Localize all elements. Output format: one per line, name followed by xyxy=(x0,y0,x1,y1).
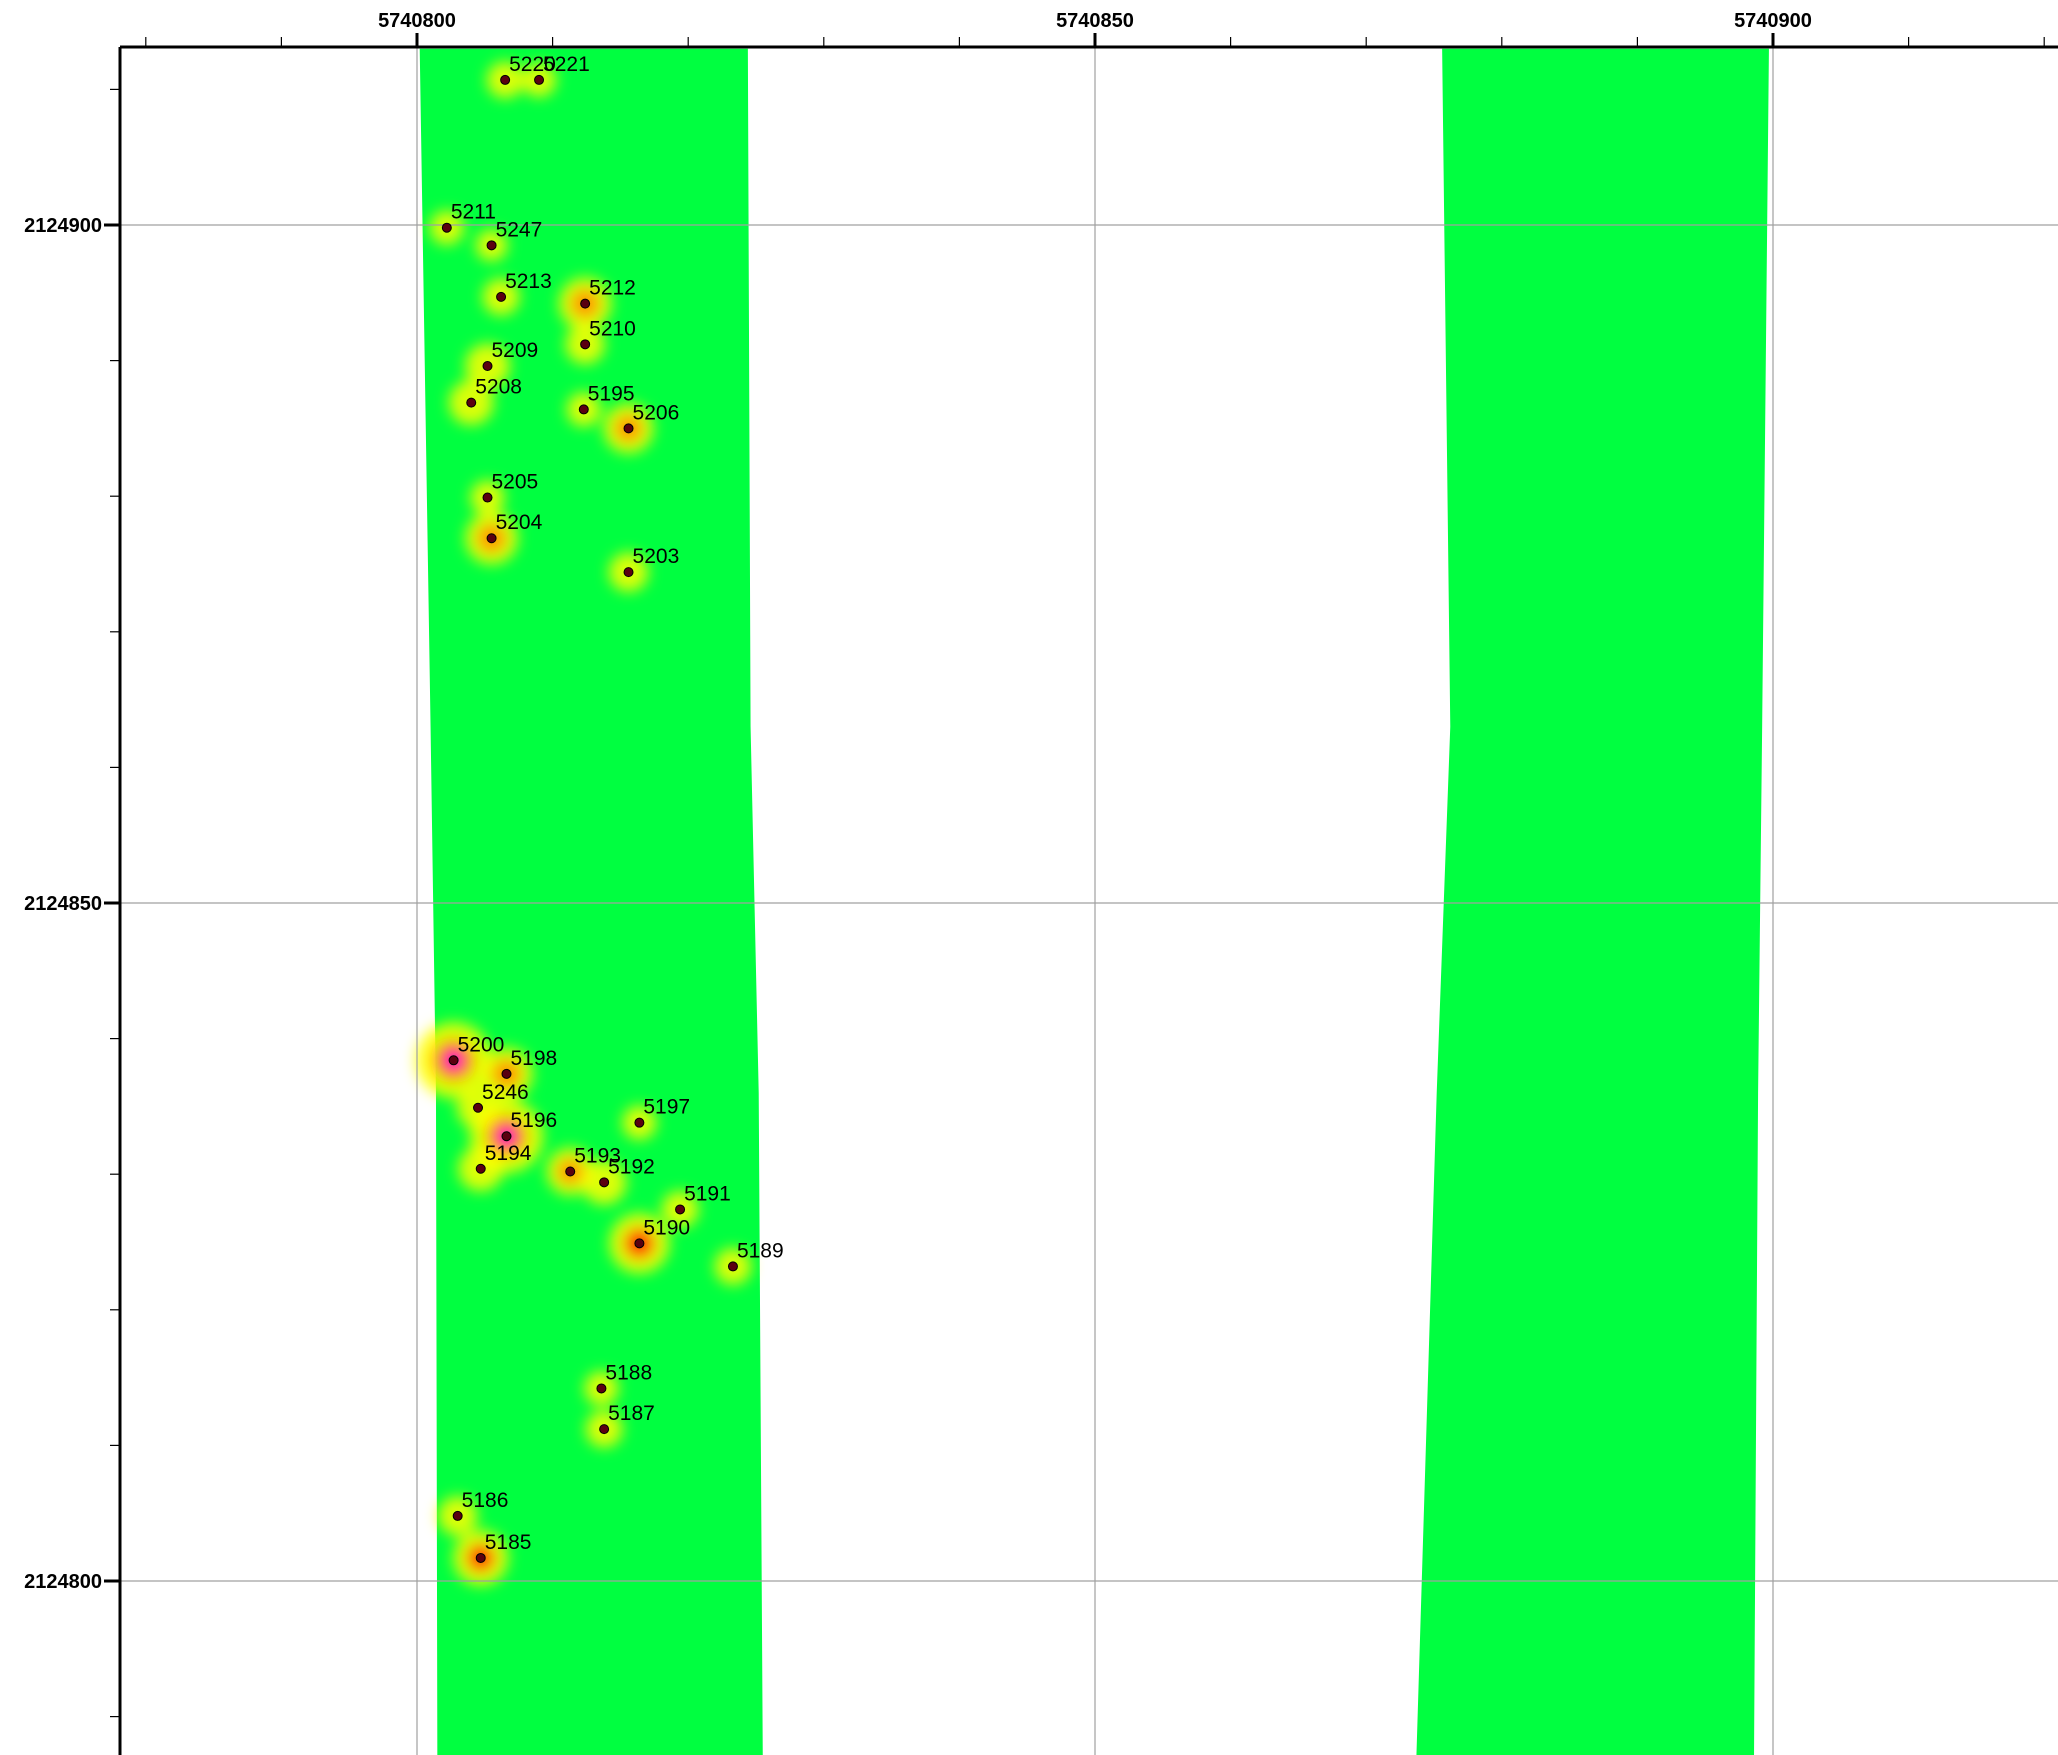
anomaly-marker-5200 xyxy=(448,1055,459,1066)
anomaly-marker-5190 xyxy=(634,1238,645,1249)
anomaly-marker-5193 xyxy=(565,1166,576,1177)
anomaly-label-5211: 5211 xyxy=(451,201,496,224)
anomaly-marker-5213 xyxy=(496,291,507,302)
anomaly-label-5209: 5209 xyxy=(492,339,539,362)
anomaly-marker-5191 xyxy=(675,1204,686,1215)
anomaly-label-5186: 5186 xyxy=(462,1489,509,1512)
anomaly-label-5204: 5204 xyxy=(496,511,543,534)
anomaly-label-5198: 5198 xyxy=(510,1047,557,1070)
anomaly-label-5196: 5196 xyxy=(510,1109,557,1132)
y-tick-label-2124850: 2124850 xyxy=(24,893,102,915)
anomaly-marker-5198 xyxy=(501,1068,512,1079)
anomaly-label-5194: 5194 xyxy=(485,1142,532,1165)
anomaly-marker-5212 xyxy=(580,298,591,309)
anomaly-marker-5194 xyxy=(475,1163,486,1174)
anomaly-label-5192: 5192 xyxy=(608,1155,655,1178)
anomaly-marker-5188 xyxy=(596,1383,607,1394)
x-tick-label-5740900: 5740900 xyxy=(1734,10,1812,32)
anomaly-marker-5210 xyxy=(580,339,591,350)
anomaly-marker-5197 xyxy=(634,1117,645,1128)
anomaly-label-5212: 5212 xyxy=(589,277,636,300)
anomaly-label-5208: 5208 xyxy=(475,376,522,399)
anomaly-label-5197: 5197 xyxy=(643,1096,690,1119)
anomaly-marker-5208 xyxy=(466,397,477,408)
anomaly-marker-5209 xyxy=(482,361,493,372)
anomaly-marker-5205 xyxy=(482,492,493,503)
anomaly-label-5203: 5203 xyxy=(633,545,680,568)
anomaly-marker-5186 xyxy=(452,1510,463,1521)
anomaly-marker-5203 xyxy=(623,567,634,578)
anomaly-label-5210: 5210 xyxy=(589,317,636,340)
x-tick-label-5740850: 5740850 xyxy=(1056,10,1134,32)
survey-swath-west xyxy=(419,48,763,1755)
anomaly-label-5221: 5221 xyxy=(543,53,590,76)
anomaly-label-5188: 5188 xyxy=(605,1361,652,1384)
anomaly-marker-5185 xyxy=(475,1552,486,1563)
x-tick-label-5740800: 5740800 xyxy=(378,10,456,32)
anomaly-label-5200: 5200 xyxy=(458,1033,505,1056)
anomaly-label-5246: 5246 xyxy=(482,1081,529,1104)
map-axes: 5740800 5740850 5740900 2124900 2124850 21248… xyxy=(24,10,2058,1755)
anomaly-marker-5246 xyxy=(473,1102,484,1113)
y-tick-label-2124800: 2124800 xyxy=(24,1571,102,1593)
y-tick-label-2124900: 2124900 xyxy=(24,215,102,237)
coordinate-grid xyxy=(120,47,2058,1755)
anomaly-marker-5196 xyxy=(501,1131,512,1142)
anomaly-label-5247: 5247 xyxy=(496,218,543,241)
anomaly-label-5189: 5189 xyxy=(737,1239,784,1262)
anomaly-label-5191: 5191 xyxy=(684,1182,731,1205)
anomaly-label-5213: 5213 xyxy=(505,270,552,293)
anomaly-label-5185: 5185 xyxy=(485,1531,532,1554)
anomaly-label-5190: 5190 xyxy=(643,1216,690,1239)
anomaly-marker-5206 xyxy=(623,423,634,434)
anomaly-marker-5187 xyxy=(599,1424,610,1435)
anomaly-label-5205: 5205 xyxy=(492,471,539,494)
anomaly-marker-5211 xyxy=(441,222,452,233)
anomaly-marker-5247 xyxy=(486,240,497,251)
survey-swaths xyxy=(419,48,1769,1755)
anomaly-label-5195: 5195 xyxy=(588,382,635,405)
anomaly-marker-5204 xyxy=(486,533,497,544)
anomaly-marker-5195 xyxy=(578,404,589,415)
anomaly-marker-5189 xyxy=(727,1261,738,1272)
anomaly-label-5220: 5220 xyxy=(509,53,556,76)
anomaly-marker-5192 xyxy=(599,1177,610,1188)
anomaly-label-5187: 5187 xyxy=(608,1402,655,1425)
survey-swath-east xyxy=(1416,48,1769,1755)
anomaly-marker-5221 xyxy=(534,74,545,85)
anomaly-label-5193: 5193 xyxy=(574,1144,621,1167)
anomaly-label-5206: 5206 xyxy=(633,401,680,424)
anomaly-marker-5220 xyxy=(500,74,511,85)
